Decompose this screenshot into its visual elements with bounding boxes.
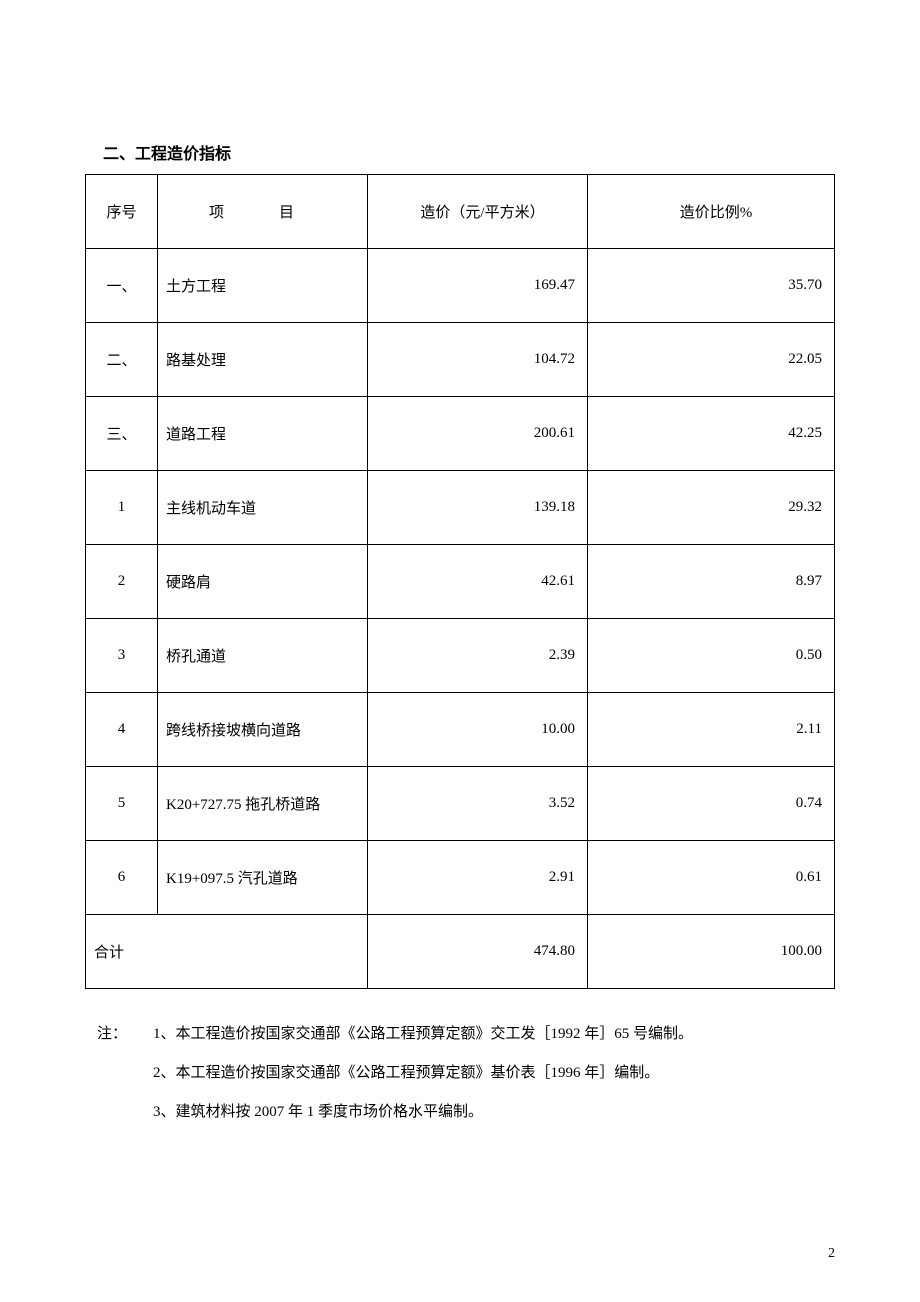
cell-ratio: 22.05 [588,323,835,397]
cell-item: K20+727.75 拖孔桥道路 [158,767,368,841]
table-row: 2 硬路肩 42.61 8.97 [86,545,835,619]
table-row: 6 K19+097.5 汽孔道路 2.91 0.61 [86,841,835,915]
cell-seq: 一、 [86,249,158,323]
cell-total-label: 合计 [86,915,368,989]
cell-price: 200.61 [368,397,588,471]
cell-ratio: 0.50 [588,619,835,693]
cell-seq: 三、 [86,397,158,471]
cell-item: 路基处理 [158,323,368,397]
cell-item: 桥孔通道 [158,619,368,693]
cell-seq: 2 [86,545,158,619]
cell-seq: 6 [86,841,158,915]
cell-ratio: 29.32 [588,471,835,545]
table-row: 三、 道路工程 200.61 42.25 [86,397,835,471]
cell-ratio: 0.74 [588,767,835,841]
cell-ratio: 35.70 [588,249,835,323]
table-row: 3 桥孔通道 2.39 0.50 [86,619,835,693]
header-seq: 序号 [86,175,158,249]
cell-price: 2.39 [368,619,588,693]
notes-section: 注： 1、本工程造价按国家交通部《公路工程预算定额》交工发［1992 年］65 … [85,1015,835,1132]
table-row: 1 主线机动车道 139.18 29.32 [86,471,835,545]
cell-price: 10.00 [368,693,588,767]
cell-item: K19+097.5 汽孔道路 [158,841,368,915]
header-price: 造价（元/平方米） [368,175,588,249]
cell-ratio: 42.25 [588,397,835,471]
cell-ratio: 0.61 [588,841,835,915]
cell-item: 土方工程 [158,249,368,323]
table-row: 5 K20+727.75 拖孔桥道路 3.52 0.74 [86,767,835,841]
table-row: 4 跨线桥接坡横向道路 10.00 2.11 [86,693,835,767]
table-row: 二、 路基处理 104.72 22.05 [86,323,835,397]
cell-price: 3.52 [368,767,588,841]
cell-price: 104.72 [368,323,588,397]
notes-label: 注： [85,1015,153,1054]
cell-ratio: 2.11 [588,693,835,767]
table-total-row: 合计 474.80 100.00 [86,915,835,989]
note-line: 注： 1、本工程造价按国家交通部《公路工程预算定额》交工发［1992 年］65 … [85,1015,835,1054]
cell-seq: 1 [86,471,158,545]
note-item: 1、本工程造价按国家交通部《公路工程预算定额》交工发［1992 年］65 号编制… [153,1015,835,1054]
cell-price: 42.61 [368,545,588,619]
note-item: 3、建筑材料按 2007 年 1 季度市场价格水平编制。 [85,1093,835,1132]
cell-price: 2.91 [368,841,588,915]
cell-total-price: 474.80 [368,915,588,989]
cost-index-table: 序号 项 目 造价（元/平方米） 造价比例% 一、 土方工程 169.47 35… [85,174,835,989]
header-ratio: 造价比例% [588,175,835,249]
table-header-row: 序号 项 目 造价（元/平方米） 造价比例% [86,175,835,249]
cell-total-ratio: 100.00 [588,915,835,989]
cell-item: 硬路肩 [158,545,368,619]
cell-item: 跨线桥接坡横向道路 [158,693,368,767]
cell-price: 169.47 [368,249,588,323]
note-item: 2、本工程造价按国家交通部《公路工程预算定额》基价表［1996 年］编制。 [85,1054,835,1093]
cell-ratio: 8.97 [588,545,835,619]
cell-seq: 4 [86,693,158,767]
cell-seq: 3 [86,619,158,693]
cell-item: 主线机动车道 [158,471,368,545]
cell-seq: 5 [86,767,158,841]
page-number: 2 [828,1246,835,1262]
cell-seq: 二、 [86,323,158,397]
section-title: 二、工程造价指标 [85,140,835,164]
cell-item: 道路工程 [158,397,368,471]
cell-price: 139.18 [368,471,588,545]
header-item: 项 目 [158,175,368,249]
table-row: 一、 土方工程 169.47 35.70 [86,249,835,323]
